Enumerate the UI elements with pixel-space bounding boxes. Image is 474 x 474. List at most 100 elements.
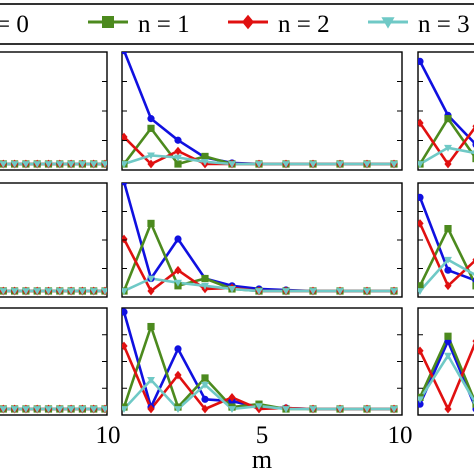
data-point: [201, 274, 209, 283]
data-point: [78, 161, 87, 168]
data-point: [55, 288, 64, 295]
data-point: [282, 288, 290, 295]
series-line-3: [419, 146, 474, 166]
data-point: [444, 256, 452, 264]
data-point: [122, 406, 128, 413]
data-point: [174, 136, 182, 144]
data-point: [174, 146, 182, 156]
data-point: [67, 288, 76, 295]
panel-frame: [121, 51, 403, 171]
data-point: [228, 161, 236, 168]
data-point: [21, 161, 30, 168]
panel-frame: [0, 51, 108, 171]
data-point: [33, 161, 42, 168]
data-point: [228, 406, 236, 413]
series-line-2: [418, 222, 474, 288]
data-point: [472, 282, 474, 290]
data-point: [201, 395, 209, 403]
data-point: [147, 115, 155, 123]
data-point: [444, 159, 452, 169]
data-point: [255, 403, 263, 411]
data-point: [444, 115, 452, 123]
data-point: [44, 406, 53, 413]
data-point: [282, 406, 290, 413]
legend-label-2: n = 2: [278, 11, 330, 38]
panel-frame: [0, 307, 108, 416]
x-tick-label-2: 10: [388, 422, 413, 449]
data-point: [228, 393, 236, 402]
data-point: [122, 288, 128, 295]
series-line-0: [418, 196, 474, 282]
x-tick-label-0: 10: [96, 422, 121, 449]
series-line-2: [418, 342, 474, 411]
data-point: [67, 406, 76, 413]
data-point: [418, 219, 424, 228]
x-axis-label: m: [252, 445, 272, 474]
data-point: [147, 377, 155, 384]
data-point: [363, 406, 371, 413]
data-point: [363, 161, 371, 168]
data-point: [418, 346, 424, 356]
series-line-3: [418, 354, 474, 404]
data-point: [336, 161, 344, 168]
data-point: [444, 332, 452, 340]
legend-marker-1: [102, 16, 114, 28]
data-point: [174, 265, 182, 275]
data-point: [282, 161, 290, 168]
data-point: [444, 404, 452, 414]
data-point: [0, 406, 8, 413]
data-point: [55, 161, 64, 168]
panel-grid: [0, 51, 474, 416]
data-point: [147, 275, 155, 283]
legend: = 0 n = 1 n = 2 n = 3: [0, 3, 474, 45]
data-point: [147, 152, 155, 160]
series-line-2: [418, 122, 474, 166]
x-tick-label-1: 5: [256, 422, 269, 449]
data-point: [78, 406, 87, 413]
data-point: [418, 161, 424, 168]
data-point: [309, 161, 317, 168]
data-point: [122, 234, 128, 244]
data-point: [201, 152, 209, 161]
data-point: [472, 155, 474, 163]
panel-r1-c0: [0, 182, 108, 298]
data-point: [44, 288, 53, 295]
panel-r2-c0: [0, 307, 108, 416]
data-point: [21, 288, 30, 295]
data-point: [390, 406, 398, 413]
data-point: [418, 288, 424, 295]
data-point: [418, 193, 424, 201]
data-point: [174, 406, 182, 413]
data-point: [174, 160, 182, 168]
data-point: [21, 406, 30, 413]
panel-r2-c2: [417, 307, 474, 416]
data-point: [55, 406, 64, 413]
data-point: [10, 406, 19, 413]
series-line-1: [418, 334, 474, 403]
data-point: [228, 286, 236, 293]
panel-frame: [0, 182, 108, 298]
data-point: [201, 381, 209, 389]
panel-r2-c1: [121, 307, 403, 416]
data-point: [122, 132, 128, 142]
legend-marker-2: [242, 14, 254, 30]
legend-label-1: n = 1: [138, 11, 190, 38]
data-point: [101, 406, 107, 413]
data-point: [147, 322, 155, 331]
data-point: [418, 282, 424, 290]
data-point: [444, 225, 452, 233]
data-point: [201, 404, 209, 414]
data-point: [122, 161, 128, 168]
series-line-0: [122, 183, 394, 293]
data-point: [33, 288, 42, 295]
data-point: [444, 281, 452, 291]
data-point: [147, 219, 155, 227]
data-point: [363, 288, 371, 295]
data-point: [418, 400, 424, 408]
data-point: [418, 118, 424, 128]
data-point: [444, 266, 452, 274]
data-point: [147, 124, 155, 132]
data-point: [10, 288, 19, 295]
series-line-1: [122, 325, 394, 411]
